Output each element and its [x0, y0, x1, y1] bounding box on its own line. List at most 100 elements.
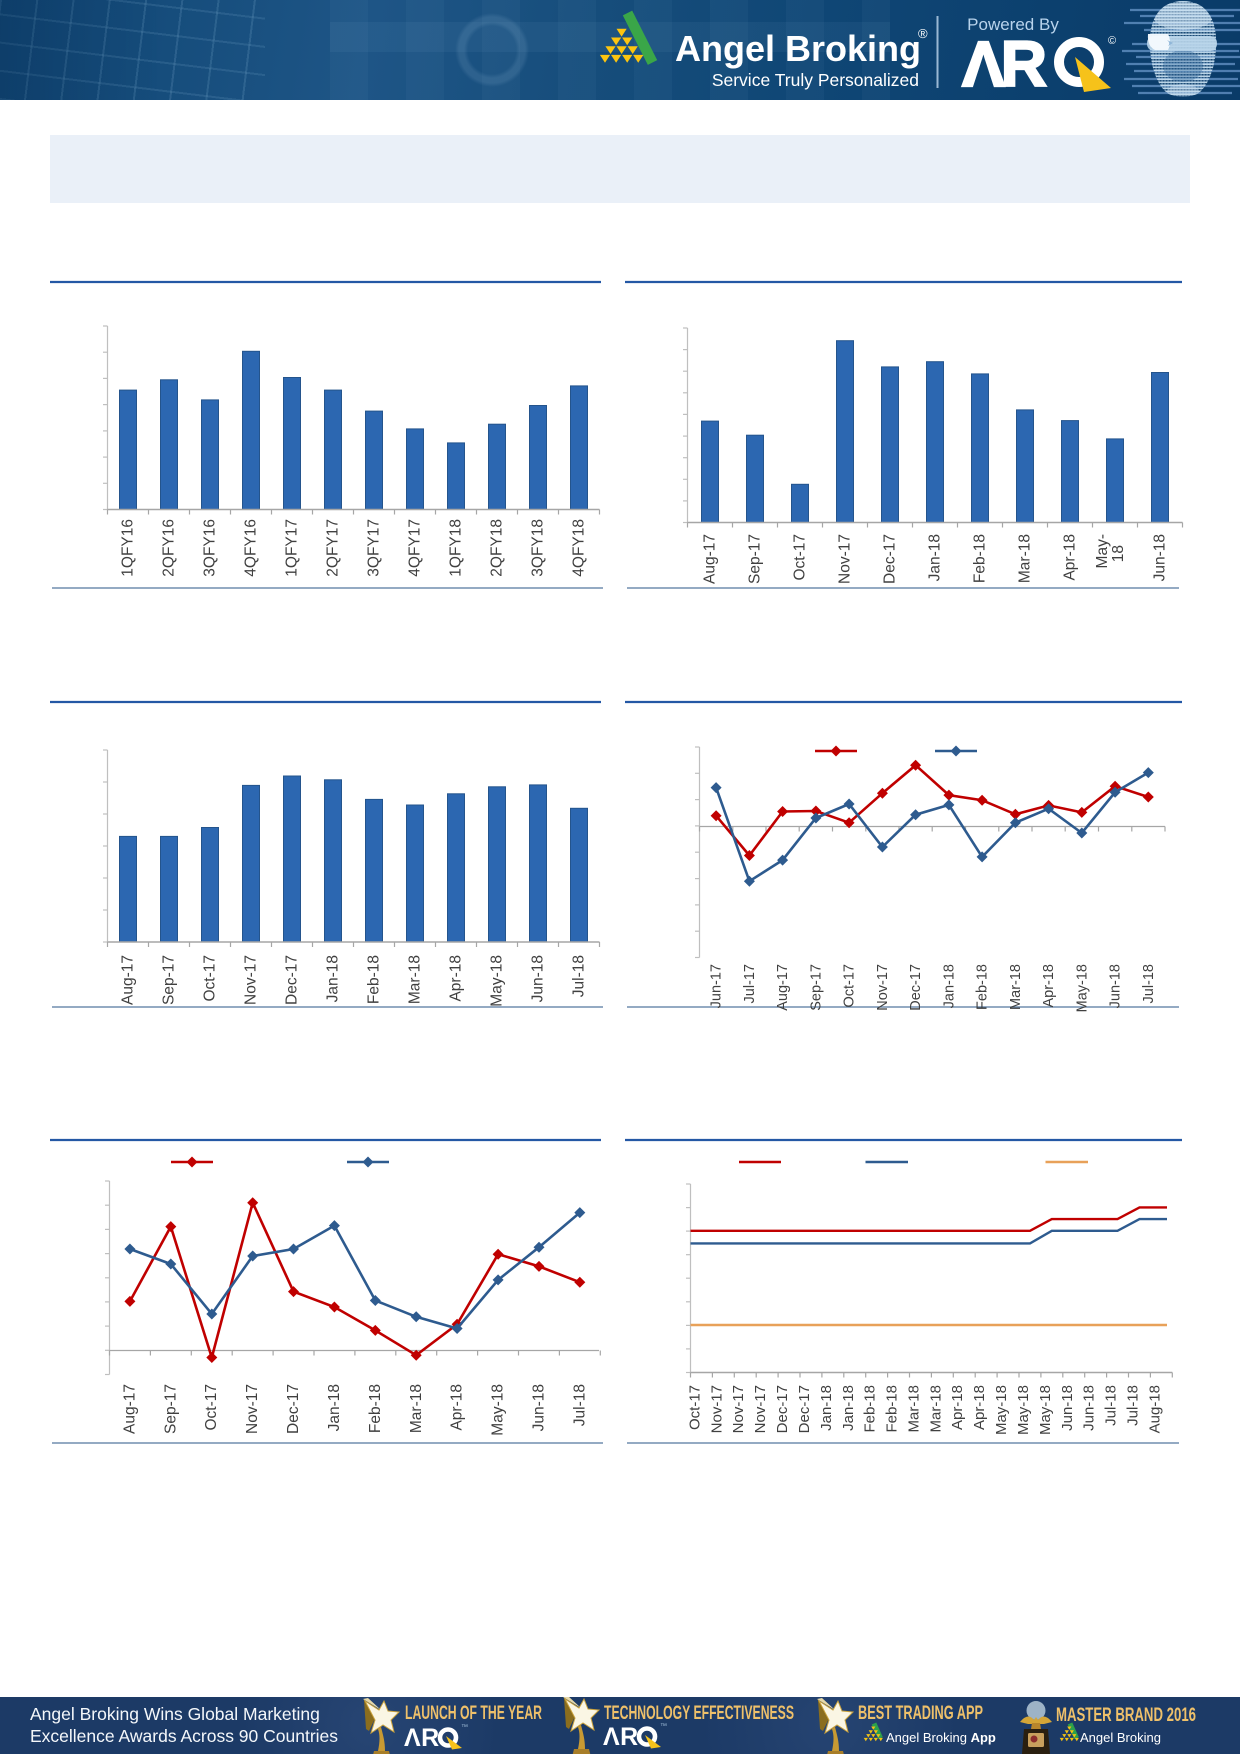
svg-text:3QFY16: 3QFY16	[202, 519, 219, 577]
svg-text:Apr-18: Apr-18	[449, 1384, 466, 1431]
svg-text:Aug-17: Aug-17	[120, 955, 137, 1005]
svg-text:™: ™	[660, 1723, 667, 1730]
svg-text:1QFY16: 1QFY16	[120, 519, 137, 577]
svg-text:May-: May-	[1094, 534, 1111, 568]
svg-text:Mar-18: Mar-18	[407, 955, 424, 1004]
svg-text:Feb-18: Feb-18	[366, 955, 383, 1004]
svg-text:Dec-17: Dec-17	[882, 534, 899, 584]
svg-text:Jan-18: Jan-18	[326, 1384, 343, 1431]
svg-text:May-18: May-18	[489, 955, 506, 1007]
svg-text:May-18: May-18	[1037, 1385, 1054, 1435]
svg-text:May-18: May-18	[993, 1385, 1010, 1435]
svg-text:Jul-17: Jul-17	[742, 964, 758, 1004]
svg-text:3QFY18: 3QFY18	[530, 519, 547, 577]
svg-text:ΛR: ΛR	[962, 28, 1046, 100]
svg-text:Oct-17: Oct-17	[792, 534, 809, 581]
svg-text:Feb-18: Feb-18	[972, 534, 989, 583]
svg-text:May-18: May-18	[1074, 964, 1090, 1012]
svg-text:Nov-17: Nov-17	[244, 1384, 261, 1434]
svg-text:2QFY17: 2QFY17	[325, 519, 342, 577]
svg-text:Nov-17: Nov-17	[243, 955, 260, 1005]
svg-text:BEST TRADING APP: BEST TRADING APP	[858, 1703, 983, 1724]
svg-text:Oct-17: Oct-17	[687, 1385, 704, 1430]
svg-text:Dec-17: Dec-17	[285, 1384, 302, 1434]
svg-text:Service Truly Personalized: Service Truly Personalized	[712, 70, 919, 90]
svg-text:2QFY16: 2QFY16	[161, 519, 178, 577]
svg-text:Powered By: Powered By	[967, 15, 1059, 34]
svg-text:™: ™	[461, 1724, 468, 1731]
svg-text:Aug-17: Aug-17	[775, 964, 791, 1011]
svg-text:Sep-17: Sep-17	[747, 534, 764, 584]
svg-text:1QFY17: 1QFY17	[284, 519, 301, 577]
svg-text:Sep-17: Sep-17	[161, 955, 178, 1005]
svg-text:Excellence Awards Across 90 Co: Excellence Awards Across 90 Countries	[30, 1726, 338, 1746]
svg-text:Feb-18: Feb-18	[862, 1385, 879, 1433]
svg-text:Angel Broking Wins Global Mark: Angel Broking Wins Global Marketing	[30, 1704, 320, 1724]
svg-text:Feb-18: Feb-18	[367, 1384, 384, 1433]
svg-text:®: ®	[918, 26, 928, 41]
svg-text:Jul-18: Jul-18	[571, 1384, 588, 1426]
svg-text:Jul-18: Jul-18	[1141, 964, 1157, 1004]
svg-text:Oct-17: Oct-17	[203, 1384, 220, 1431]
svg-text:Nov-17: Nov-17	[708, 1385, 725, 1433]
svg-text:Jan-18: Jan-18	[818, 1385, 835, 1431]
svg-text:Jun-18: Jun-18	[1081, 1385, 1098, 1431]
svg-text:ΛR: ΛR	[603, 1723, 639, 1751]
svg-text:Mar-18: Mar-18	[1008, 964, 1024, 1010]
svg-text:Feb-18: Feb-18	[975, 964, 991, 1010]
svg-text:MASTER BRAND 2016: MASTER BRAND 2016	[1056, 1705, 1196, 1726]
svg-text:Nov-17: Nov-17	[752, 1385, 769, 1433]
svg-text:Oct-17: Oct-17	[842, 964, 858, 1008]
svg-text:TECHNOLOGY EFFECTIVENESS: TECHNOLOGY EFFECTIVENESS	[604, 1703, 794, 1724]
svg-text:Jan-18: Jan-18	[325, 955, 342, 1002]
svg-text:Jun-17: Jun-17	[709, 964, 725, 1008]
svg-text:Jan-18: Jan-18	[840, 1385, 857, 1431]
svg-text:Sep-17: Sep-17	[162, 1384, 179, 1434]
svg-text:Aug-17: Aug-17	[121, 1384, 138, 1434]
svg-text:Dec-17: Dec-17	[796, 1385, 813, 1433]
svg-text:ΛR: ΛR	[404, 1724, 440, 1752]
svg-text:4QFY16: 4QFY16	[243, 519, 260, 577]
svg-text:Angel Broking: Angel Broking	[1080, 1730, 1161, 1745]
svg-text:May-18: May-18	[1015, 1385, 1032, 1435]
svg-text:Apr-18: Apr-18	[1041, 964, 1057, 1008]
svg-text:Feb-18: Feb-18	[884, 1385, 901, 1433]
svg-text:Apr-18: Apr-18	[1062, 534, 1079, 581]
svg-text:Mar-18: Mar-18	[408, 1384, 425, 1433]
svg-text:Jun-18: Jun-18	[530, 955, 547, 1002]
svg-text:Apr-18: Apr-18	[448, 955, 465, 1002]
svg-text:Jul-18: Jul-18	[1125, 1385, 1142, 1426]
svg-text:Dec-17: Dec-17	[774, 1385, 791, 1433]
svg-text:May-18: May-18	[490, 1384, 507, 1436]
svg-text:Jul-18: Jul-18	[571, 955, 588, 997]
svg-text:Nov-17: Nov-17	[837, 534, 854, 584]
svg-text:Angel Broking App: Angel Broking App	[886, 1730, 996, 1745]
svg-text:Dec-17: Dec-17	[284, 955, 301, 1005]
svg-text:Mar-18: Mar-18	[1017, 534, 1034, 583]
svg-text:Sep-17: Sep-17	[808, 964, 824, 1011]
svg-text:2QFY18: 2QFY18	[489, 519, 506, 577]
svg-text:18: 18	[1110, 545, 1127, 562]
svg-text:1QFY18: 1QFY18	[448, 519, 465, 577]
svg-text:Jul-18: Jul-18	[1103, 1385, 1120, 1426]
svg-text:3QFY17: 3QFY17	[366, 519, 383, 577]
svg-text:LAUNCH OF THE YEAR: LAUNCH OF THE YEAR	[405, 1703, 542, 1724]
svg-text:Angel Broking: Angel Broking	[675, 28, 921, 69]
svg-text:4QFY17: 4QFY17	[407, 519, 424, 577]
svg-text:Nov-17: Nov-17	[730, 1385, 747, 1433]
svg-text:Oct-17: Oct-17	[202, 955, 219, 1002]
svg-text:Apr-18: Apr-18	[949, 1385, 966, 1430]
svg-text:Mar-18: Mar-18	[927, 1385, 944, 1433]
svg-text:©: ©	[1108, 35, 1116, 47]
svg-text:Nov-17: Nov-17	[875, 964, 891, 1011]
svg-text:Jan-18: Jan-18	[927, 534, 944, 581]
svg-text:Aug-17: Aug-17	[702, 534, 719, 584]
svg-text:Dec-17: Dec-17	[908, 964, 924, 1011]
svg-text:Apr-18: Apr-18	[971, 1385, 988, 1430]
svg-text:Jun-18: Jun-18	[1108, 964, 1124, 1008]
svg-text:Mar-18: Mar-18	[906, 1385, 923, 1433]
svg-text:Jan-18: Jan-18	[941, 964, 957, 1008]
svg-text:4QFY18: 4QFY18	[571, 519, 588, 577]
svg-text:Aug-18: Aug-18	[1146, 1385, 1163, 1433]
svg-text:Jun-18: Jun-18	[1059, 1385, 1076, 1431]
